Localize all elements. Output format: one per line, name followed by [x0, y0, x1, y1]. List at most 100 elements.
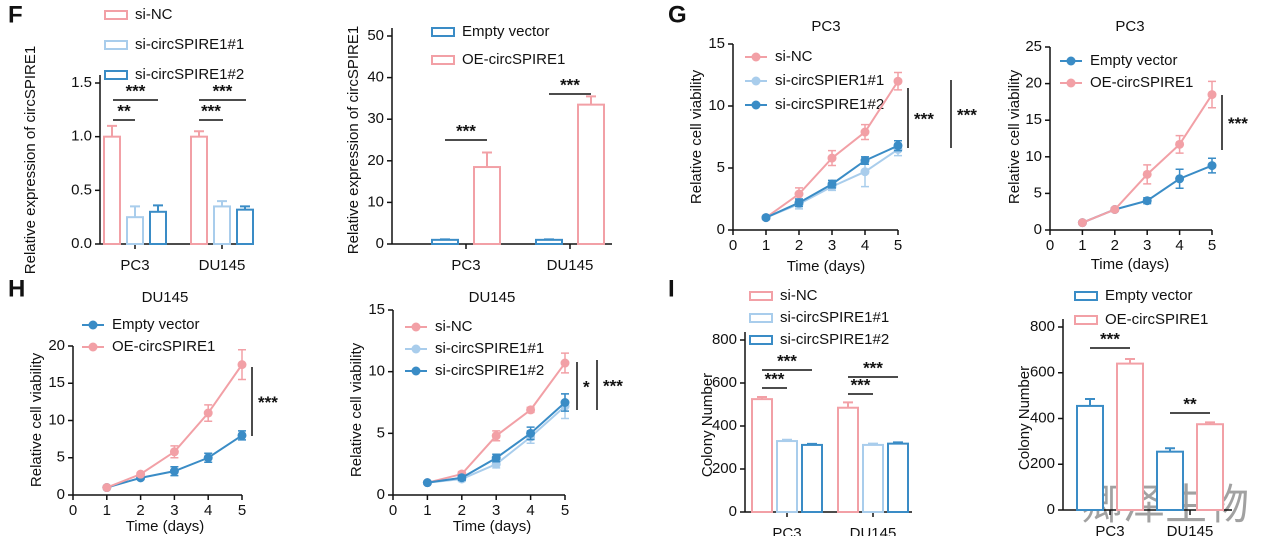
chart-title: PC3 — [1115, 18, 1144, 35]
legend-label: si-circSPIRE1#1 — [135, 36, 244, 53]
y-tick-label: 0 — [1047, 501, 1055, 518]
significance-label: *** — [201, 101, 221, 120]
y-tick-label: 400 — [1030, 409, 1055, 426]
panel-label: F — [8, 1, 23, 28]
legend-label: si-NC — [435, 318, 473, 335]
y-tick-label: 0 — [1034, 221, 1042, 238]
x-tick-label: PC3 — [1095, 523, 1124, 536]
y-axis-label: Relative cell viability — [28, 352, 45, 487]
x-tick-label: 3 — [1143, 237, 1151, 254]
y-tick-label: 400 — [712, 417, 737, 434]
x-axis-label: Time (days) — [126, 518, 205, 535]
y-tick-label: 800 — [712, 331, 737, 348]
y-tick-label: 5 — [377, 424, 385, 441]
legend-swatch — [411, 322, 421, 332]
y-tick-label: 20 — [1025, 75, 1042, 92]
panel: 0 200 400 600 800 Colony Number Empty vector OE… — [1016, 287, 1232, 536]
bar — [1116, 362, 1144, 511]
x-tick-label: 4 — [204, 502, 212, 519]
x-tick-label: 5 — [238, 502, 246, 519]
y-tick-label: 0.0 — [71, 235, 92, 252]
data-point — [1142, 169, 1152, 179]
y-tick-label: 0.5 — [71, 181, 92, 198]
legend-label: OE-circSPIRE1 — [1105, 311, 1208, 328]
error-bar — [1125, 358, 1135, 364]
data-point — [422, 478, 432, 488]
bar — [801, 443, 823, 514]
y-tick-label: 40 — [367, 69, 384, 86]
bar — [1196, 423, 1224, 511]
chart-title: DU145 — [469, 289, 516, 306]
data-point — [102, 483, 112, 493]
x-tick-label: 3 — [170, 502, 178, 519]
significance-label: *** — [777, 351, 797, 370]
legend-swatch — [749, 313, 773, 323]
x-tick-label: 0 — [1046, 237, 1054, 254]
legend-label: si-NC — [775, 48, 813, 65]
significance-label: *** — [126, 81, 146, 100]
significance-label: * — [583, 377, 590, 396]
data-point — [893, 76, 903, 86]
y-tick-label: 600 — [712, 374, 737, 391]
x-tick-label: DU145 — [1167, 523, 1214, 536]
data-point — [1207, 161, 1217, 171]
error-bar — [1205, 421, 1215, 425]
data-point — [526, 428, 536, 438]
y-axis-label: Relative cell viability — [1006, 69, 1023, 204]
error-bar — [482, 151, 492, 168]
data-point — [203, 453, 213, 463]
data-point — [1142, 196, 1152, 206]
x-tick-label: 4 — [1175, 237, 1183, 254]
bar — [1156, 450, 1184, 512]
x-tick-label: 2 — [136, 502, 144, 519]
panel: 0 10 20 30 40 50 Relative expression of circSP… — [345, 23, 612, 274]
series-line — [427, 401, 566, 484]
error-bar — [843, 401, 853, 408]
data-point — [136, 469, 146, 479]
error-bar — [807, 442, 817, 445]
y-axis-label: Relative expression of circSPIRE1 — [22, 45, 39, 275]
legend-swatch — [751, 76, 761, 86]
legend-swatch — [104, 70, 128, 80]
error-bar — [153, 204, 163, 212]
data-point — [560, 358, 570, 368]
x-tick-label: 4 — [861, 237, 869, 254]
legend-swatch — [1074, 291, 1098, 301]
significance-label: *** — [914, 109, 934, 128]
y-tick-label: 600 — [1030, 364, 1055, 381]
chart-title: PC3 — [811, 18, 840, 35]
legend-label: si-NC — [780, 287, 818, 304]
y-tick-label: 800 — [1030, 318, 1055, 335]
significance-label: ** — [117, 101, 131, 120]
y-tick-label: 0 — [377, 486, 385, 503]
x-tick-label: 2 — [458, 502, 466, 519]
x-tick-label: 1 — [1078, 237, 1086, 254]
significance-label: *** — [258, 393, 278, 412]
y-tick-label: 25 — [1025, 38, 1042, 55]
x-axis-label: Time (days) — [787, 258, 866, 275]
x-tick-label: PC3 — [772, 525, 801, 536]
panel-label: H — [8, 275, 25, 302]
x-tick-label: 5 — [561, 502, 569, 519]
significance-label: ** — [1183, 394, 1197, 413]
y-axis-label: Relative cell viability — [688, 69, 705, 204]
legend-label: si-circSPIRE1#2 — [775, 96, 884, 113]
data-point — [203, 408, 213, 418]
x-tick-label: 2 — [795, 237, 803, 254]
x-tick-label: 3 — [492, 502, 500, 519]
legend-swatch — [411, 344, 421, 354]
legend-swatch — [431, 55, 455, 65]
y-tick-label: 10 — [368, 363, 385, 380]
data-point — [827, 179, 837, 189]
bar — [776, 440, 798, 513]
significance-label: *** — [560, 75, 580, 94]
y-tick-label: 5 — [57, 449, 65, 466]
data-point — [794, 198, 804, 208]
y-tick-label: 10 — [367, 193, 384, 210]
data-point — [1207, 90, 1217, 100]
bar — [837, 406, 859, 514]
y-tick-label: 0 — [57, 486, 65, 503]
bar — [751, 398, 773, 513]
